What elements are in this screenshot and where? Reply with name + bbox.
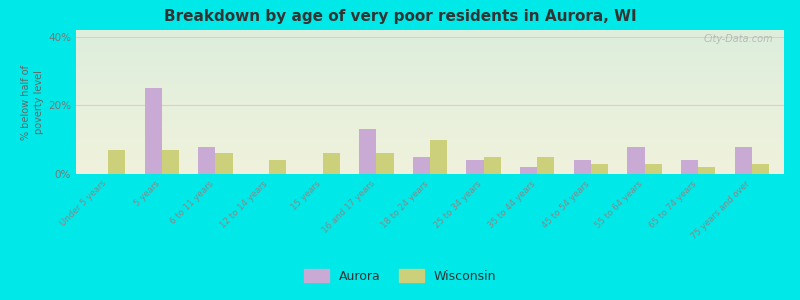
Bar [269,160,286,174]
Bar [574,160,591,174]
Bar [430,140,447,174]
Y-axis label: % below half of
poverty level: % below half of poverty level [21,64,44,140]
Bar [376,153,394,174]
Bar [681,160,698,174]
Bar [520,167,538,174]
Legend: Aurora, Wisconsin: Aurora, Wisconsin [298,264,502,288]
Bar [322,153,340,174]
Bar [734,147,752,174]
Bar [484,157,501,174]
Bar [413,157,430,174]
Bar [145,88,162,174]
Bar [627,147,645,174]
Bar [198,147,215,174]
Bar [591,164,608,174]
Bar [538,157,554,174]
Bar [359,129,376,174]
Bar [752,164,769,174]
Bar [645,164,662,174]
Text: City-Data.com: City-Data.com [704,34,774,44]
Bar [215,153,233,174]
Bar [466,160,484,174]
Bar [108,150,126,174]
Bar [698,167,715,174]
Bar [162,150,179,174]
Text: Breakdown by age of very poor residents in Aurora, WI: Breakdown by age of very poor residents … [164,9,636,24]
